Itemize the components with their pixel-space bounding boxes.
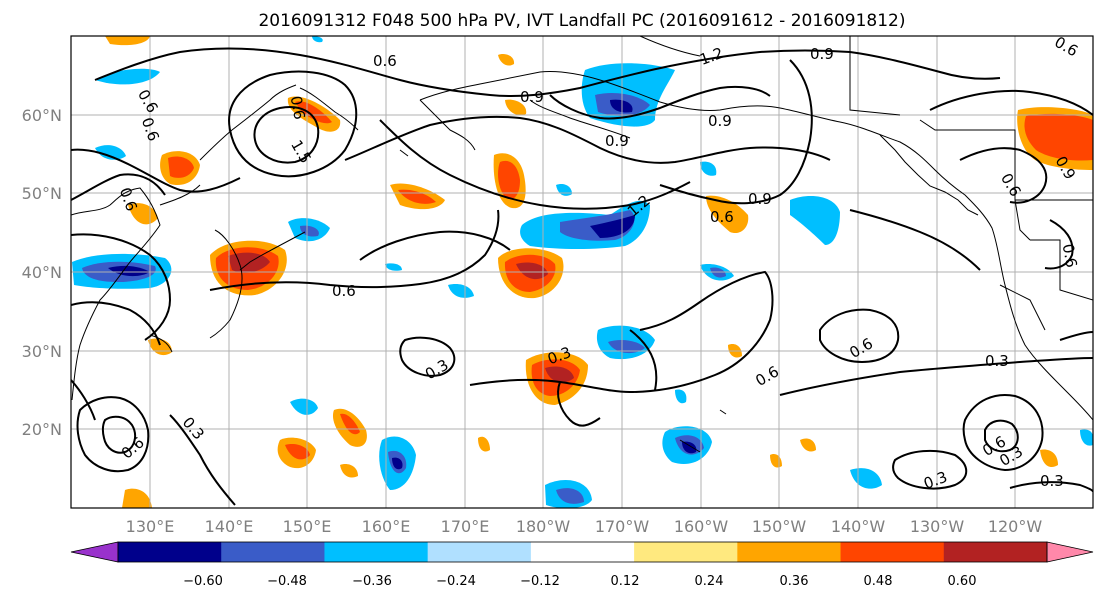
contour-label: 0.9 — [605, 132, 629, 150]
colorbar-cell — [737, 542, 842, 562]
contour-label: 0.6 — [332, 282, 356, 300]
lon-label: 140°E — [205, 517, 254, 536]
colorbar-extend-high — [1046, 541, 1094, 563]
lon-label: 180°W — [516, 517, 571, 536]
lat-label: 40°N — [22, 263, 62, 282]
contour-label: 0.9 — [520, 88, 544, 106]
lon-label: 160°W — [674, 517, 729, 536]
contour-label: 0.9 — [748, 190, 772, 208]
colorbar-cell — [530, 542, 635, 562]
contour-label: 0.9 — [810, 45, 834, 63]
contour-label: 0.6 — [1059, 242, 1081, 269]
lon-label: 130°W — [910, 517, 965, 536]
contour-label: 0.9 — [708, 112, 732, 130]
contour-label: 0.6 — [373, 52, 397, 70]
colorbar-tick: −0.60 — [183, 574, 223, 589]
colorbar-cell — [634, 542, 738, 562]
contour-label: 0.3 — [985, 352, 1009, 370]
colorbar-tick: −0.12 — [520, 574, 560, 589]
colorbar-extend-low — [70, 541, 119, 563]
map-area: 0.6 0.9 1.2 0.9 0.6 0.6 1.5 0.9 0.9 0.6 … — [22, 35, 1094, 536]
lon-label: 150°W — [752, 517, 807, 536]
contour-label: 0.6 — [710, 208, 734, 226]
colorbar-tick: −0.48 — [267, 574, 307, 589]
colorbar-cell — [427, 542, 532, 562]
colorbar-cell — [118, 542, 222, 562]
lon-label: 160°E — [362, 517, 411, 536]
coastlines — [71, 36, 1093, 453]
lon-label: 120°W — [988, 517, 1043, 536]
colorbar-outline — [117, 541, 1048, 563]
colorbar-ticks: −0.60 −0.48 −0.36 −0.24 −0.12 0.12 0.24 … — [183, 574, 976, 589]
colorbar-tick: −0.36 — [352, 574, 392, 589]
lat-label: 20°N — [22, 420, 62, 439]
colorbar-tick: 0.60 — [948, 574, 977, 589]
colorbar-tick: 0.24 — [695, 574, 724, 589]
lat-label: 30°N — [22, 342, 62, 361]
colorbar-tick: 0.36 — [780, 574, 809, 589]
longitude-labels: 130°E 140°E 150°E 160°E 170°E 180°W 170°… — [126, 517, 1043, 536]
lat-label: 50°N — [22, 184, 62, 203]
lon-label: 130°E — [126, 517, 175, 536]
map-title: 2016091312 F048 500 hPa PV, IVT Landfall… — [258, 11, 905, 31]
latitude-labels: 60°N 50°N 40°N 30°N 20°N — [22, 106, 62, 439]
colorbar-cells — [70, 541, 1094, 563]
lon-label: 170°E — [441, 517, 490, 536]
pv-anomaly-fields — [72, 36, 1093, 508]
map-border — [70, 35, 1094, 509]
contour-label: 0.6 — [287, 94, 309, 121]
colorbar-cell — [840, 542, 945, 562]
colorbar-cell — [943, 542, 1048, 562]
colorbar: −0.60 −0.48 −0.36 −0.24 −0.12 0.12 0.24 … — [70, 541, 1094, 589]
lat-label: 60°N — [22, 106, 62, 125]
lon-label: 140°W — [831, 517, 886, 536]
colorbar-tick: −0.24 — [436, 574, 476, 589]
colorbar-cell — [324, 542, 429, 562]
lon-label: 150°E — [283, 517, 332, 536]
colorbar-tick: 0.12 — [611, 574, 640, 589]
lon-label: 170°W — [595, 517, 650, 536]
colorbar-tick: 0.48 — [864, 574, 893, 589]
colorbar-cell — [221, 542, 325, 562]
pv-contours — [71, 47, 1093, 506]
contour-label: 0.3 — [1040, 472, 1064, 490]
